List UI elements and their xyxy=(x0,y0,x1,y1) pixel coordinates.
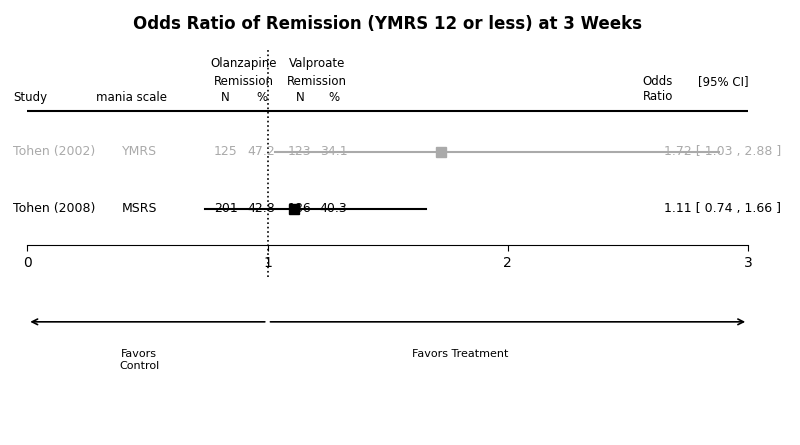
Text: Odds
Ratio: Odds Ratio xyxy=(643,75,673,103)
Text: MSRS: MSRS xyxy=(122,202,157,215)
Text: 1.72 [ 1.03 , 2.88 ]: 1.72 [ 1.03 , 2.88 ] xyxy=(664,146,782,158)
Text: N: N xyxy=(222,91,230,104)
Text: Remission: Remission xyxy=(214,75,274,88)
Text: [95% CI]: [95% CI] xyxy=(698,75,748,88)
Title: Odds Ratio of Remission (YMRS 12 or less) at 3 Weeks: Odds Ratio of Remission (YMRS 12 or less… xyxy=(134,15,642,33)
Text: mania scale: mania scale xyxy=(96,91,167,104)
Text: YMRS: YMRS xyxy=(122,146,157,158)
Text: Remission: Remission xyxy=(286,75,346,88)
Text: Tohen (2008): Tohen (2008) xyxy=(13,202,95,215)
Text: 125: 125 xyxy=(214,146,238,158)
Text: Favors Treatment: Favors Treatment xyxy=(412,349,508,359)
Text: %: % xyxy=(256,91,267,104)
Text: 47.2: 47.2 xyxy=(248,146,275,158)
Text: 186: 186 xyxy=(288,202,312,215)
Text: 34.1: 34.1 xyxy=(320,146,347,158)
Text: Tohen (2002): Tohen (2002) xyxy=(13,146,95,158)
Text: 1.11 [ 0.74 , 1.66 ]: 1.11 [ 0.74 , 1.66 ] xyxy=(664,202,782,215)
Text: %: % xyxy=(328,91,339,104)
Text: Study: Study xyxy=(13,91,47,104)
Text: 123: 123 xyxy=(288,146,312,158)
Text: 40.3: 40.3 xyxy=(320,202,347,215)
Text: 42.8: 42.8 xyxy=(248,202,275,215)
Text: Valproate: Valproate xyxy=(289,57,345,69)
Text: Olanzapine: Olanzapine xyxy=(210,57,277,69)
Text: N: N xyxy=(295,91,304,104)
Text: Favors
Control: Favors Control xyxy=(119,349,159,371)
Text: 201: 201 xyxy=(214,202,238,215)
